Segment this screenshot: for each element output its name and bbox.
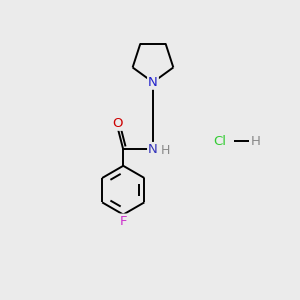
Text: Cl: Cl xyxy=(214,135,227,148)
Text: N: N xyxy=(148,143,158,156)
Text: N: N xyxy=(148,76,158,89)
Text: O: O xyxy=(112,117,123,130)
Text: H: H xyxy=(250,135,260,148)
Text: H: H xyxy=(161,144,170,157)
Text: F: F xyxy=(119,214,127,228)
